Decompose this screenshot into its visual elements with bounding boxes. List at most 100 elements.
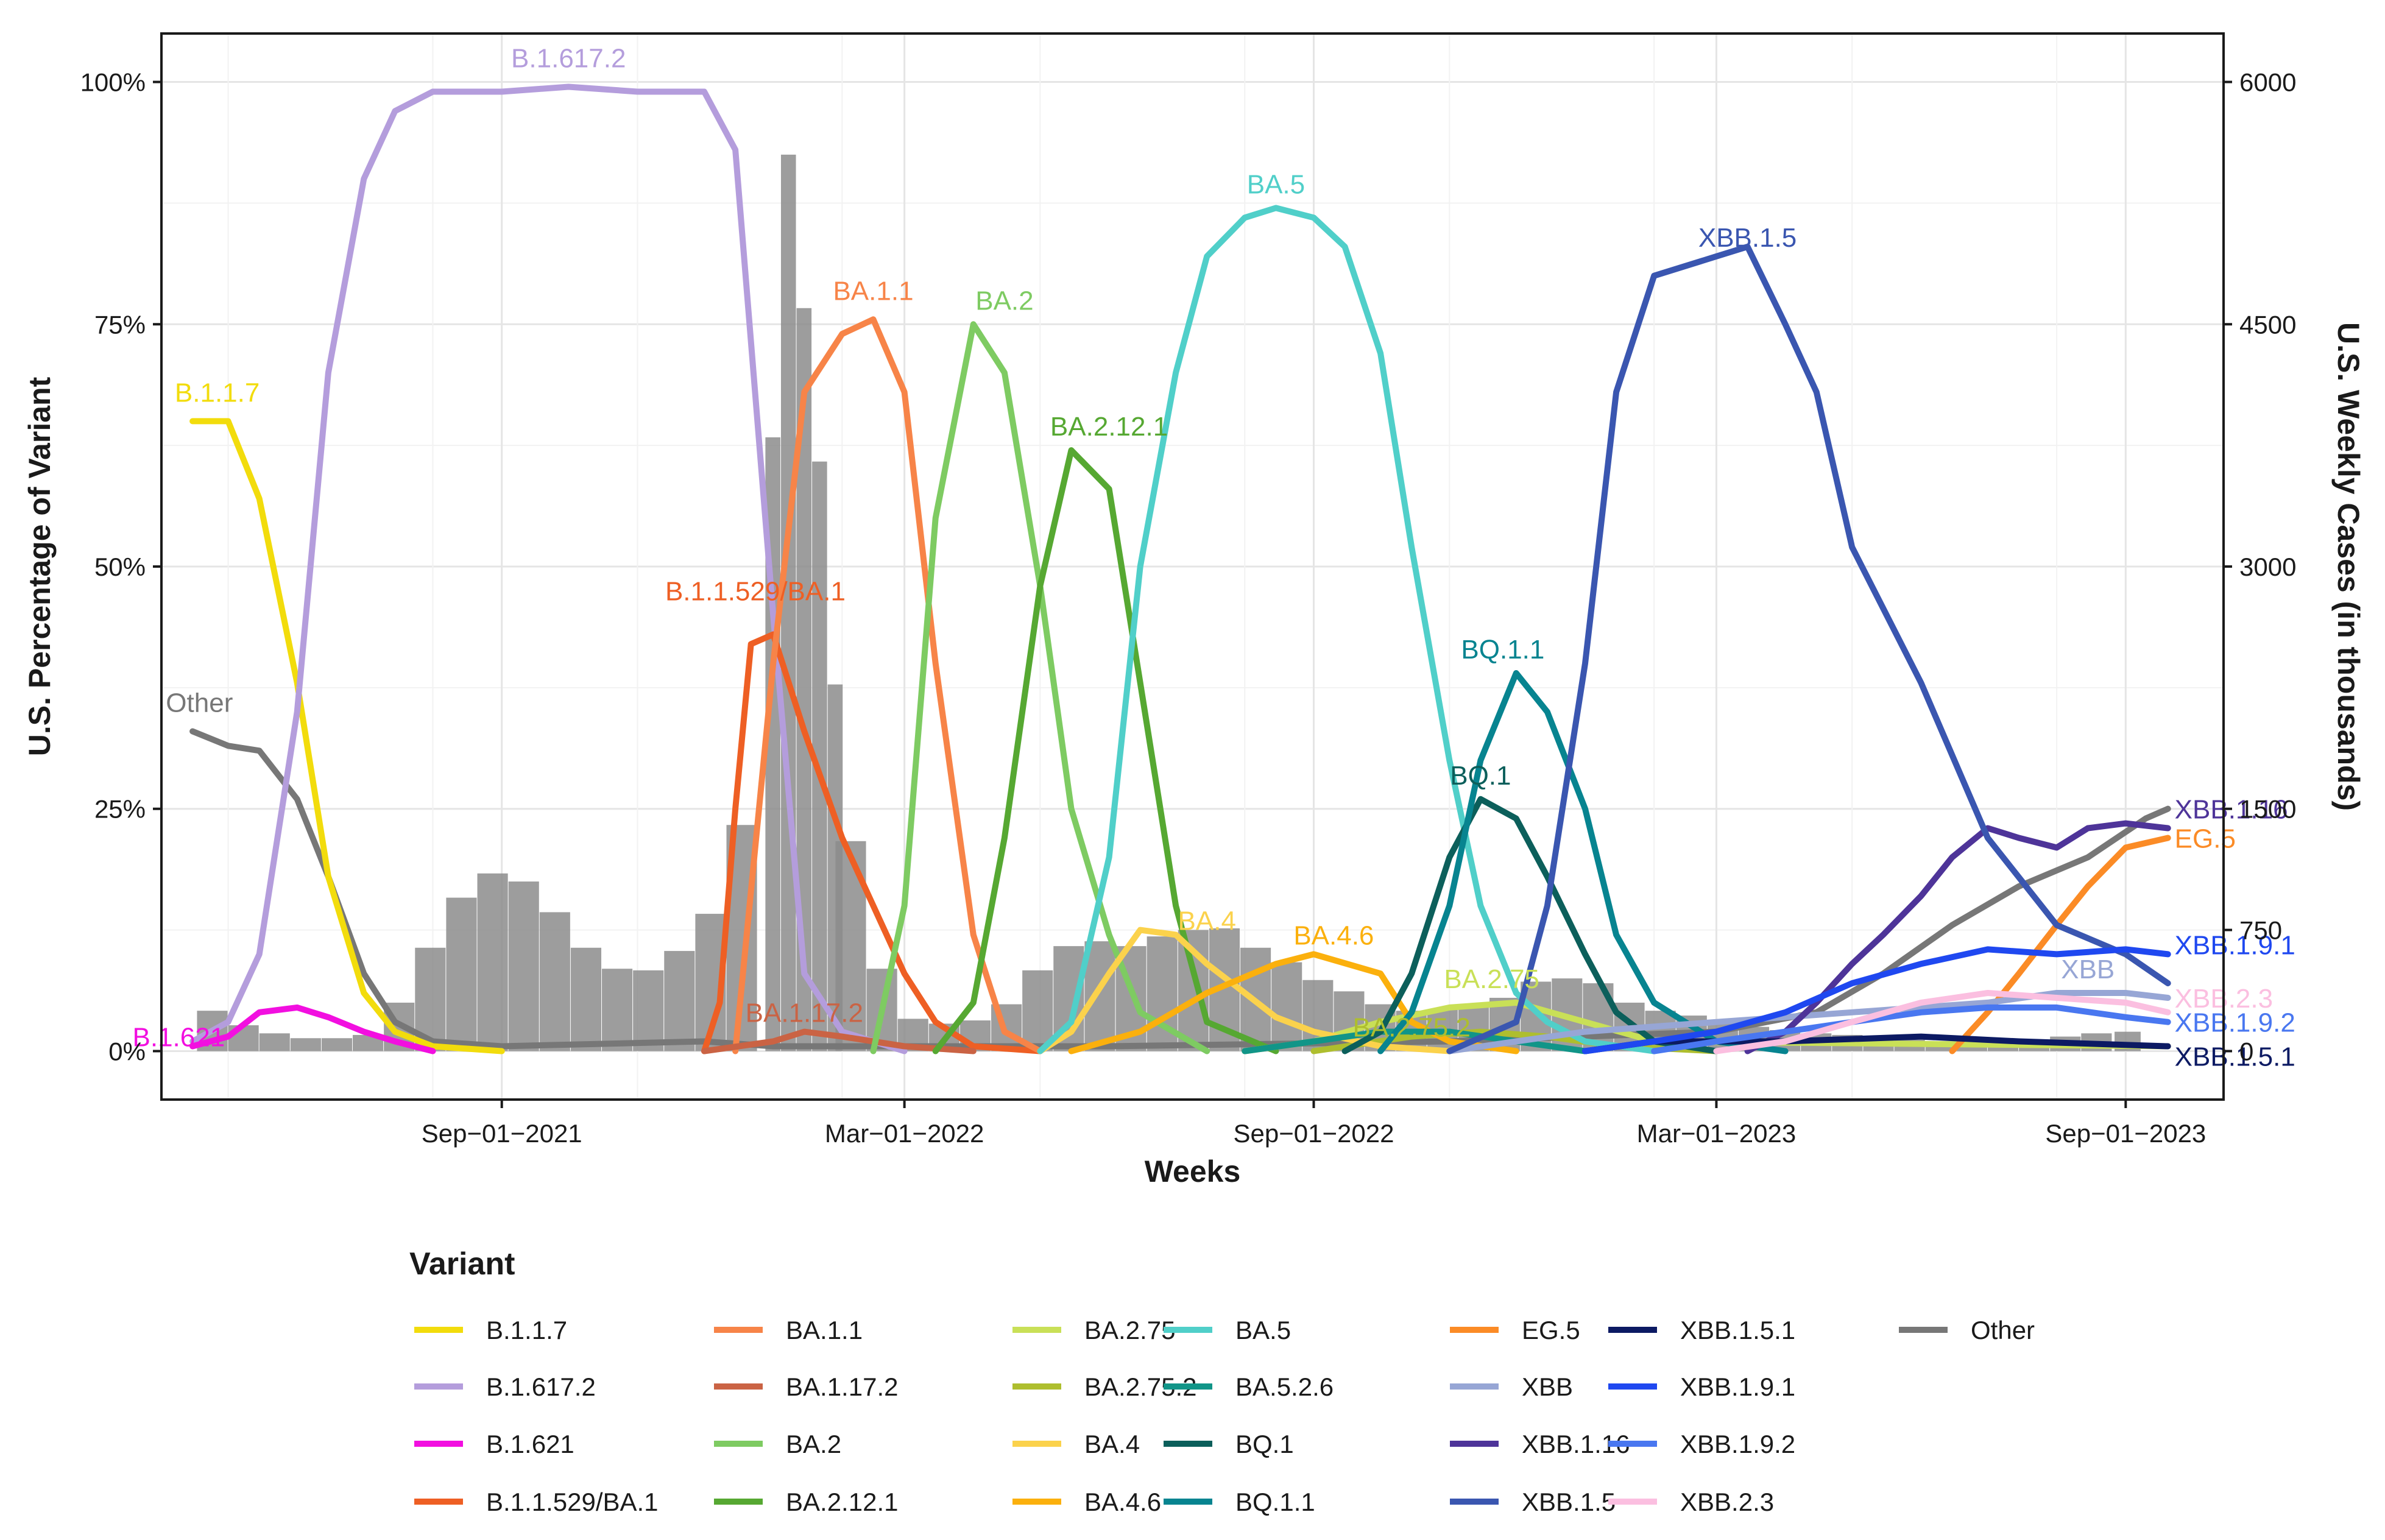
y-axis-title: U.S. Percentage of Variant [23, 376, 57, 756]
legend-label-ba-2: BA.2 [786, 1430, 841, 1458]
x-tick-label: Sep−01−2023 [2045, 1119, 2206, 1148]
cases-bar [633, 970, 664, 1051]
series-label-xbb-1-9-1: XBB.1.9.1 [2175, 930, 2295, 960]
series-label-ba-4: BA.4 [1178, 906, 1236, 936]
legend-label-xbb-2-3: XBB.2.3 [1680, 1488, 1774, 1516]
y-tick-label: 100% [80, 68, 146, 97]
legend-label-bq-1: BQ.1 [1235, 1430, 1294, 1458]
series-line-ba-2-12-1 [932, 447, 1279, 1054]
legend-label-b-1-1-529-ba-1: B.1.1.529/BA.1 [486, 1488, 659, 1516]
series-line-ba-4-6 [1068, 951, 1519, 1054]
series-label-ba-2: BA.2 [975, 286, 1033, 316]
series-label-other: Other [166, 688, 233, 718]
legend-label-b-1-1-7: B.1.1.7 [486, 1316, 567, 1344]
series-line-b-1-617-2 [189, 83, 908, 1054]
cases-bar [539, 912, 570, 1051]
legend-label-ba-4-6: BA.4.6 [1084, 1488, 1161, 1516]
series-label-bq-1-1: BQ.1.1 [1461, 635, 1544, 665]
y2-axis-title: U.S. Weekly Cases (in thousands) [2331, 322, 2366, 811]
grid [161, 34, 2224, 1100]
y2-tick-label: 3000 [2239, 553, 2296, 581]
legend-label-b-1-617-2: B.1.617.2 [486, 1372, 596, 1401]
cases-bar [477, 873, 508, 1051]
series-label-b-1-1-7: B.1.1.7 [175, 378, 260, 408]
series-line-b-1-1-7 [189, 418, 505, 1054]
y2-tick-label: 750 [2239, 916, 2282, 945]
cases-bar [259, 1033, 290, 1051]
legend-label-ba-5-2-6: BA.5.2.6 [1235, 1372, 1334, 1401]
axes: 0% 25% 50% 75% 100% 0 750 1500 3000 4500 6000 Sep−0… [80, 68, 2297, 1148]
legend: B.1.1.7 B.1.617.2 B.1.621 B.1.1.529/BA.1 BA.… [414, 1316, 2035, 1516]
legend-label-ba-2-12-1: BA.2.12.1 [786, 1488, 898, 1516]
series-label-b-1-621: B.1.621 [133, 1023, 225, 1053]
series-label-xbb: XBB [2061, 955, 2115, 984]
legend-label-bq-1-1: BQ.1.1 [1235, 1488, 1315, 1516]
series-label-ba-2-12-1: BA.2.12.1 [1050, 412, 1168, 442]
series-line-xbb-1-9-2 [1651, 1004, 2171, 1054]
series-label-ba-2-75: BA.2.75 [1444, 964, 1539, 994]
series-label-eg-5: EG.5 [2175, 824, 2236, 853]
series-line-xbb-2-3 [1713, 990, 2171, 1054]
y2-tick-label: 4500 [2239, 310, 2296, 339]
series-label-b-1-1-529-ba-1: B.1.1.529/BA.1 [665, 577, 846, 607]
series-label-xbb-1-5-1: XBB.1.5.1 [2175, 1042, 2295, 1072]
series-label-b-1-617-2: B.1.617.2 [511, 44, 626, 74]
series-label-ba-1-17-2: BA.1.17.2 [746, 998, 863, 1028]
y2-tick-label: 0 [2239, 1037, 2253, 1065]
cases-bar [290, 1038, 321, 1051]
legend-label-xbb-1-9-1: XBB.1.9.1 [1680, 1372, 1795, 1401]
series-label-xbb-1-9-2: XBB.1.9.2 [2175, 1008, 2295, 1038]
series-line-bq-1-1 [1377, 670, 1789, 1054]
cases-bar [1084, 941, 1115, 1051]
cases-bar [508, 881, 539, 1051]
legend-label-eg-5: EG.5 [1522, 1316, 1580, 1344]
series-line-ba-1-17-2 [701, 1028, 977, 1054]
cases-bar [570, 947, 602, 1051]
y-tick-label: 50% [94, 553, 146, 581]
series-line-xbb-1-16 [1744, 820, 2171, 1054]
series-label-ba-5: BA.5 [1247, 170, 1305, 200]
series-label-xbb-1-5: XBB.1.5 [1698, 223, 1797, 253]
series-line-ba-5-2-6 [1242, 1028, 1588, 1054]
series-label-ba-2-75-2: BA.2.75.2 [1353, 1013, 1471, 1043]
legend-label-xbb-1-5: XBB.1.5 [1522, 1488, 1616, 1516]
x-tick-label: Sep−01−2021 [422, 1119, 582, 1148]
series-line-b-1-1-529-ba-1 [701, 631, 1044, 1054]
x-tick-label: Mar−01−2023 [1637, 1119, 1797, 1148]
cases-bar [780, 154, 796, 1051]
cases-bar [602, 969, 633, 1051]
y2-tick-label: 6000 [2239, 68, 2296, 97]
series-line-xbb-1-5 [1446, 244, 2171, 1054]
series-line-ba-2 [870, 321, 1210, 1054]
legend-label-other: Other [1971, 1316, 2035, 1344]
cases-bar [1022, 970, 1053, 1051]
legend-label-ba-4: BA.4 [1084, 1430, 1140, 1458]
legend-label-xbb-1-5-1: XBB.1.5.1 [1680, 1316, 1795, 1344]
series-label-bq-1: BQ.1 [1450, 761, 1511, 791]
legend-label-xbb: XBB [1522, 1372, 1573, 1401]
y-tick-label: 0% [108, 1037, 146, 1065]
y-tick-label: 25% [94, 795, 146, 824]
series-label-ba-4-6: BA.4.6 [1293, 920, 1374, 950]
cases-bar [1271, 962, 1302, 1051]
legend-label-xbb-1-9-2: XBB.1.9.2 [1680, 1430, 1795, 1458]
legend-label-ba-1-17-2: BA.1.17.2 [786, 1372, 898, 1401]
series-line-xbb [1446, 990, 2171, 1054]
series-line-xbb-1-9-1 [1582, 946, 2171, 1054]
x-tick-label: Mar−01−2022 [825, 1119, 984, 1148]
series-line-ba-1-1 [732, 316, 1044, 1054]
series-line-b-1-621 [189, 1004, 436, 1054]
cases-bar [446, 897, 477, 1051]
x-tick-label: Sep−01−2022 [1234, 1119, 1394, 1148]
legend-label-ba-2-75: BA.2.75 [1084, 1316, 1175, 1344]
legend-label-ba-5: BA.5 [1235, 1316, 1291, 1344]
legend-title: Variant [409, 1246, 515, 1282]
cases-bar [664, 951, 695, 1051]
cases-bar [321, 1038, 353, 1051]
series-line-bq-1 [1341, 796, 1720, 1054]
legend-label-b-1-621: B.1.621 [486, 1430, 574, 1458]
legend-label-ba-1-1: BA.1.1 [786, 1316, 863, 1344]
series-label-ba-1-1: BA.1.1 [833, 277, 913, 306]
